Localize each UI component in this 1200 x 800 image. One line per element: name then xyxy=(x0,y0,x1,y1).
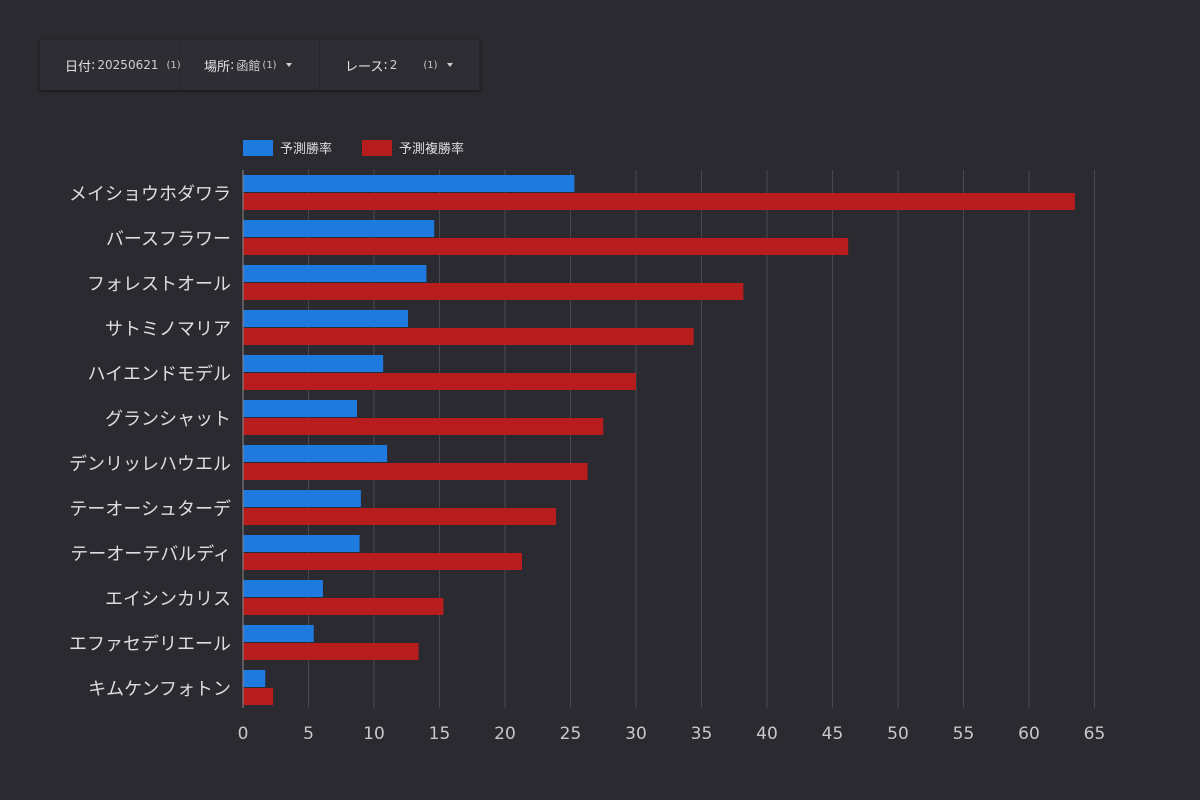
filter-date-value: 20250621 xyxy=(97,58,159,72)
bar-place[interactable] xyxy=(243,508,557,525)
bar-place[interactable] xyxy=(243,418,604,435)
filter-venue[interactable]: 場所: 函館 (1) xyxy=(180,40,320,90)
category-label: テーオーシュターデ xyxy=(69,499,231,520)
filter-date-count: (1) xyxy=(166,59,181,71)
legend-label: 予測複勝率 xyxy=(399,141,464,157)
x-tick-label: 55 xyxy=(953,724,975,744)
filter-date[interactable]: 日付: 20250621 (1) xyxy=(40,40,196,90)
x-tick-label: 50 xyxy=(887,724,909,744)
category-label: エイシンカリス xyxy=(105,589,231,610)
bar-win[interactable] xyxy=(243,490,361,507)
x-tick-label: 65 xyxy=(1084,724,1106,744)
bar-win[interactable] xyxy=(243,400,357,417)
filter-venue-label: 場所 xyxy=(204,59,231,75)
x-tick-label: 45 xyxy=(822,724,844,744)
bar-place[interactable] xyxy=(243,193,1075,210)
bar-place[interactable] xyxy=(243,643,419,660)
category-label: グランシャット xyxy=(105,409,231,430)
bar-place[interactable] xyxy=(243,688,274,705)
bar-win[interactable] xyxy=(243,445,388,462)
filter-race-count: (1) xyxy=(423,59,438,71)
bar-win[interactable] xyxy=(243,220,435,237)
filter-race-label: レース xyxy=(345,59,384,75)
bar-win[interactable] xyxy=(243,355,384,372)
bar-place[interactable] xyxy=(243,553,523,570)
category-label: メイショウホダワラ xyxy=(69,184,231,205)
x-tick-label: 35 xyxy=(691,724,713,744)
x-tick-label: 25 xyxy=(560,724,582,744)
bar-win[interactable] xyxy=(243,535,360,552)
category-label: テーオーテバルディ xyxy=(70,544,231,565)
category-label: バースフラワー xyxy=(106,229,231,250)
bar-win[interactable] xyxy=(243,310,409,327)
bar-place[interactable] xyxy=(243,463,588,480)
filter-race[interactable]: レース: 2 (1) xyxy=(320,40,480,90)
filter-venue-value: 函館 xyxy=(236,58,261,73)
legend-swatch-place xyxy=(362,140,392,156)
bar-place[interactable] xyxy=(243,238,849,255)
category-label: キムケンフォトン xyxy=(88,679,231,700)
category-label: エファセデリエール xyxy=(69,634,231,655)
bar-win[interactable] xyxy=(243,175,575,192)
bar-win[interactable] xyxy=(243,265,427,282)
caret-down-icon xyxy=(285,63,292,67)
legend-label: 予測勝率 xyxy=(280,141,332,157)
x-tick-label: 20 xyxy=(494,724,516,744)
legend-swatch-win xyxy=(243,140,273,156)
x-tick-label: 10 xyxy=(363,724,385,744)
bar-win[interactable] xyxy=(243,670,266,687)
category-label: デンリッレハウエル xyxy=(69,454,231,475)
filter-venue-count: (1) xyxy=(262,59,277,71)
x-tick-label: 30 xyxy=(625,724,647,744)
caret-down-icon xyxy=(446,63,453,67)
x-tick-label: 5 xyxy=(303,724,314,744)
bar-place[interactable] xyxy=(243,598,444,615)
bar-place[interactable] xyxy=(243,328,694,345)
x-tick-label: 40 xyxy=(756,724,778,744)
x-tick-label: 15 xyxy=(429,724,451,744)
bar-place[interactable] xyxy=(243,373,636,390)
filter-race-value: 2 xyxy=(389,58,398,72)
x-tick-label: 60 xyxy=(1018,724,1040,744)
bar-place[interactable] xyxy=(243,283,744,300)
x-tick-label: 0 xyxy=(238,724,249,744)
category-label: フォレストオール xyxy=(87,274,231,295)
bar-win[interactable] xyxy=(243,625,314,642)
filter-date-label: 日付 xyxy=(65,59,92,75)
category-label: ハイエンドモデル xyxy=(88,364,231,385)
category-label: サトミノマリア xyxy=(105,319,231,340)
filter-bar: 日付: 20250621 (1) 場所: 函館 (1) レース: 2 (1) xyxy=(40,40,480,90)
bar-win[interactable] xyxy=(243,580,323,597)
